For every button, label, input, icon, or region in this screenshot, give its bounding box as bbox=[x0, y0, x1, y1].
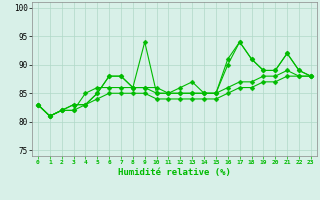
X-axis label: Humidité relative (%): Humidité relative (%) bbox=[118, 168, 231, 177]
